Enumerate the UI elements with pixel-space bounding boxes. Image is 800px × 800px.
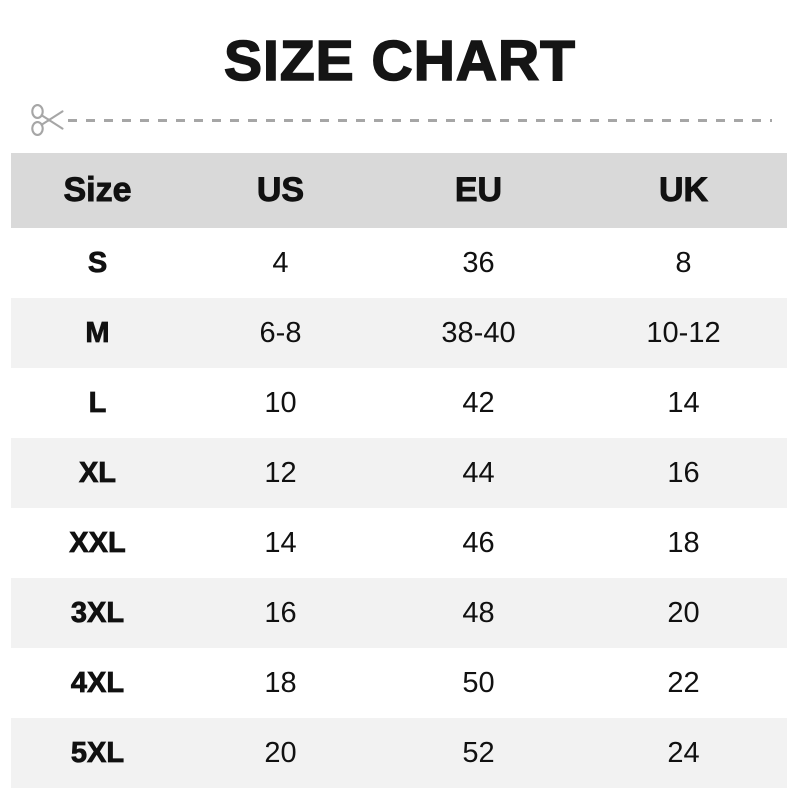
table-row: L 10 42 14 <box>11 368 787 438</box>
cell-eu: 42 <box>462 386 495 419</box>
cell-size: XL <box>78 456 117 489</box>
table-body: S 4 36 8 M 6-8 38-40 10-12 L 10 42 14 XL… <box>11 228 787 788</box>
table-row: M 6-8 38-40 10-12 <box>11 298 787 368</box>
page-title: SIZE CHART <box>223 29 576 93</box>
table-row: S 4 36 8 <box>11 228 787 298</box>
cell-uk: 20 <box>667 596 700 629</box>
cell-eu: 52 <box>462 736 495 769</box>
cell-us: 18 <box>264 666 297 699</box>
table-header: Size US EU UK <box>11 153 787 228</box>
cell-eu: 44 <box>462 456 495 489</box>
scissors-icon <box>29 101 69 139</box>
cell-us: 12 <box>264 456 297 489</box>
table-row: XXL 14 46 18 <box>11 508 787 578</box>
table-row: 3XL 16 48 20 <box>11 578 787 648</box>
cell-us: 6-8 <box>259 316 302 349</box>
cell-uk: 8 <box>675 246 692 279</box>
cell-us: 4 <box>272 246 289 279</box>
column-header-us: US <box>256 171 305 210</box>
cell-size: S <box>87 246 108 279</box>
cell-uk: 10-12 <box>646 316 721 349</box>
cell-size: XXL <box>69 526 126 559</box>
cell-eu: 48 <box>462 596 495 629</box>
cell-uk: 24 <box>667 736 700 769</box>
cell-us: 16 <box>264 596 297 629</box>
table-row: 5XL 20 52 24 <box>11 718 787 788</box>
cell-eu: 50 <box>462 666 495 699</box>
cell-uk: 16 <box>667 456 700 489</box>
cell-eu: 46 <box>462 526 495 559</box>
cell-size: L <box>88 386 107 419</box>
cell-size: 3XL <box>70 596 125 629</box>
cell-us: 20 <box>264 736 297 769</box>
cell-size: M <box>85 316 110 349</box>
cell-eu: 38-40 <box>441 316 516 349</box>
cut-line <box>0 101 800 139</box>
cell-eu: 36 <box>462 246 495 279</box>
cell-size: 4XL <box>70 666 125 699</box>
cell-uk: 22 <box>667 666 700 699</box>
cell-us: 10 <box>264 386 297 419</box>
cell-size: 5XL <box>70 736 125 769</box>
table-row: XL 12 44 16 <box>11 438 787 508</box>
cell-uk: 14 <box>667 386 700 419</box>
column-header-size: Size <box>63 171 132 210</box>
size-chart-table: Size US EU UK S 4 36 8 M 6-8 38-40 10-12… <box>11 153 787 788</box>
table-header-row: Size US EU UK <box>11 153 787 228</box>
column-header-eu: EU <box>454 171 503 210</box>
cell-us: 14 <box>264 526 297 559</box>
table-row: 4XL 18 50 22 <box>11 648 787 718</box>
dashed-cut-line <box>68 119 772 122</box>
cell-uk: 18 <box>667 526 700 559</box>
column-header-uk: UK <box>658 171 709 210</box>
